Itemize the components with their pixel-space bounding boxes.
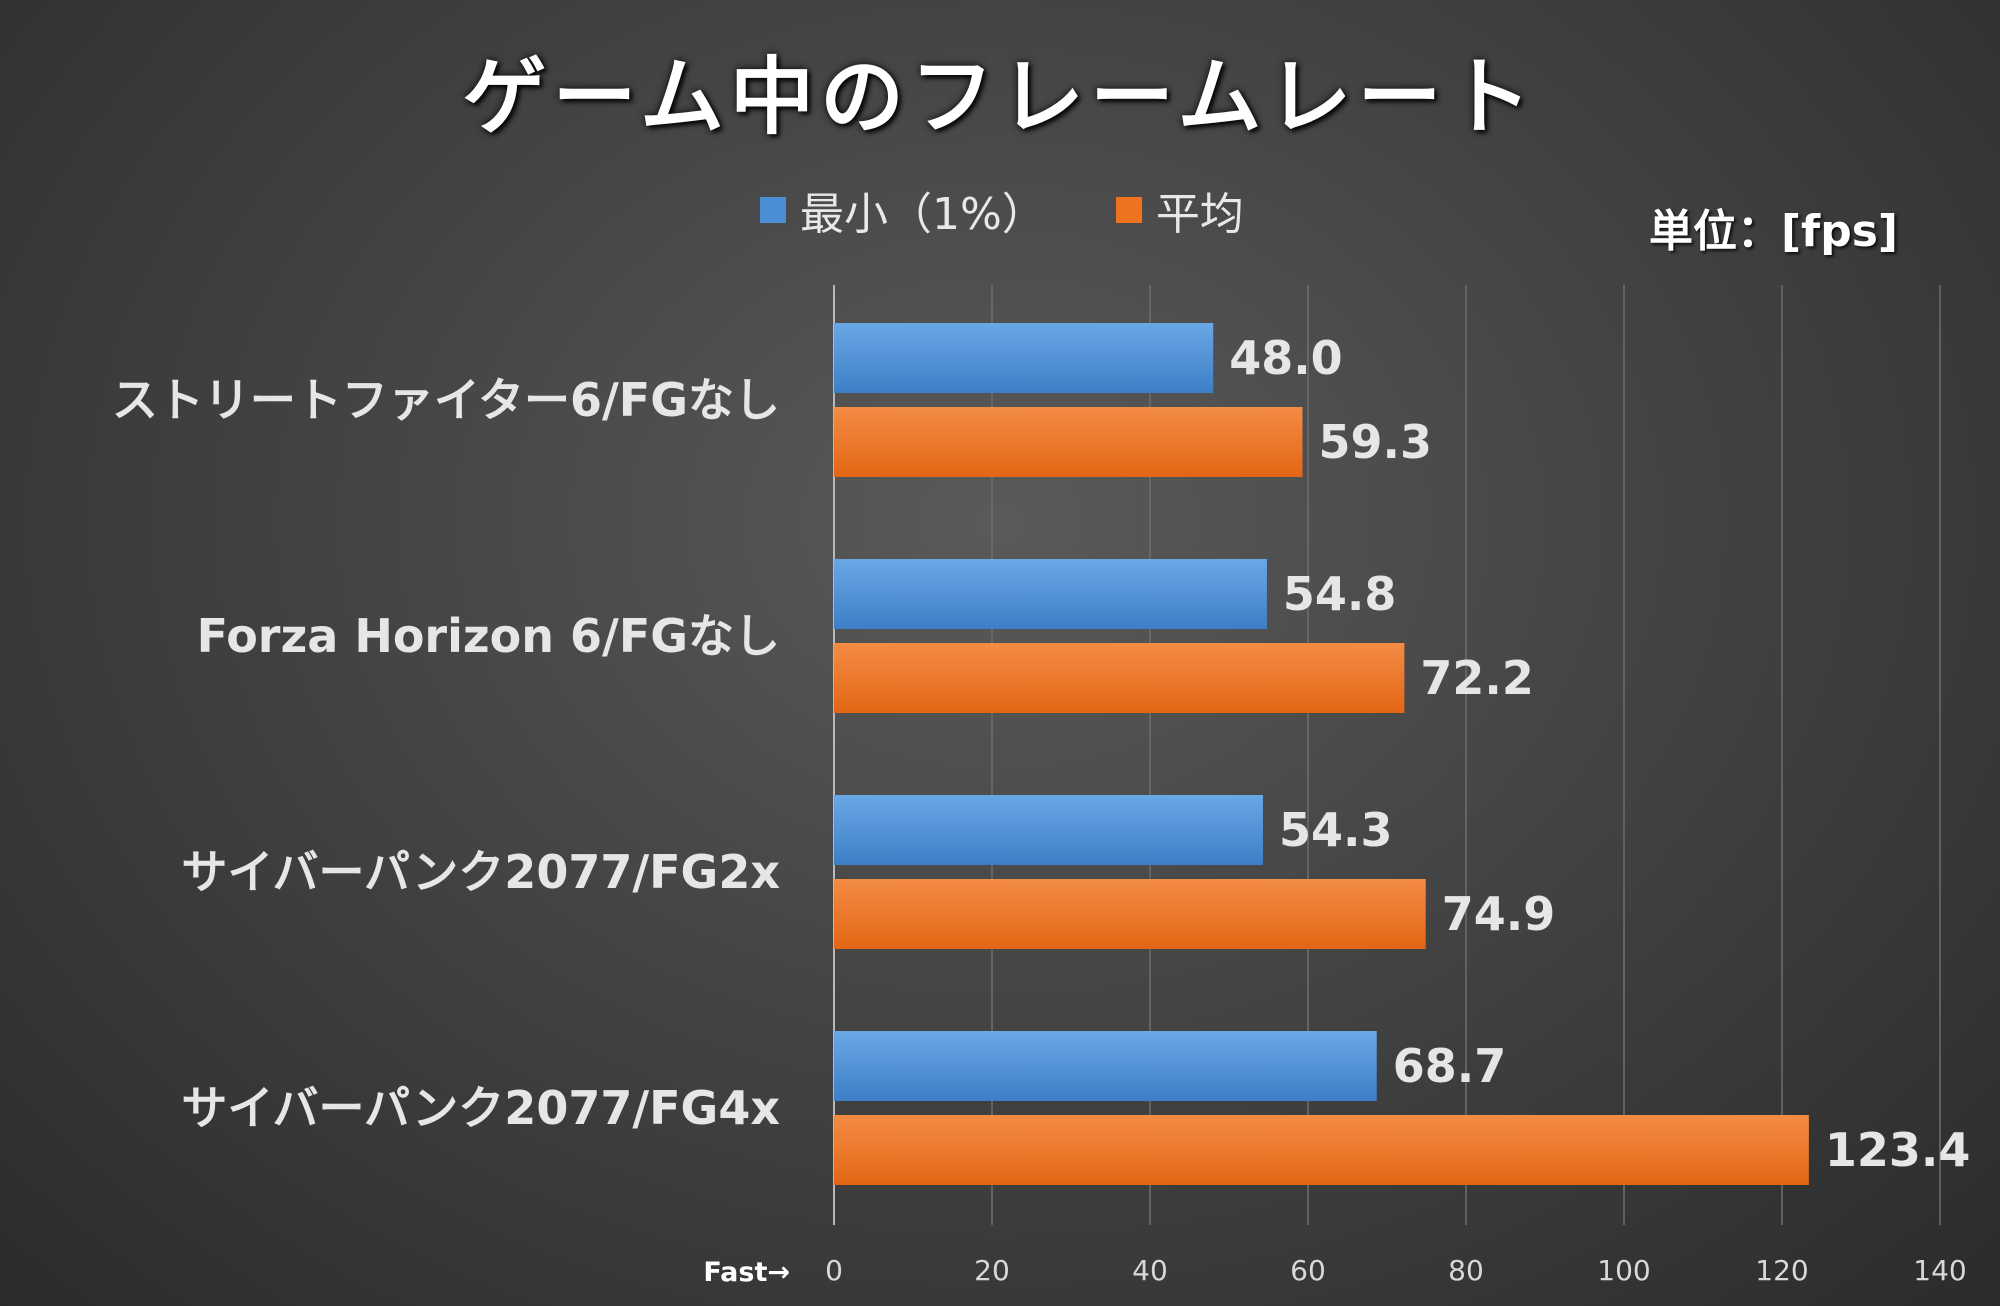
x-tick-label: 0	[825, 1254, 843, 1287]
legend: 最小（1%） 平均	[760, 178, 1244, 242]
legend-label-min: 最小（1%）	[800, 189, 1046, 240]
data-label: 54.3	[1279, 803, 1393, 857]
axis-hint-label: Fast→	[703, 1257, 790, 1288]
data-label: 74.9	[1442, 887, 1556, 941]
legend-entry-min: 最小（1%）	[760, 178, 1046, 242]
chart-title: ゲーム中のフレームレート	[462, 48, 1538, 146]
data-label: 123.4	[1825, 1123, 1971, 1177]
x-tick-label: 120	[1755, 1254, 1808, 1287]
data-label: 59.3	[1318, 415, 1432, 469]
category-label: Forza Horizon 6/FGなし	[197, 609, 780, 663]
x-tick-label: 140	[1913, 1254, 1966, 1287]
x-tick-label: 20	[974, 1254, 1010, 1287]
x-tick-label: 100	[1597, 1254, 1650, 1287]
data-label: 68.7	[1393, 1039, 1507, 1093]
bar-min	[834, 323, 1214, 393]
legend-swatch-avg	[1115, 197, 1142, 223]
data-label: 72.2	[1420, 651, 1534, 705]
category-label: ストリートファイター6/FGなし	[112, 373, 780, 427]
data-label: 48.0	[1229, 331, 1343, 385]
bar-avg	[834, 879, 1426, 949]
category-label: サイバーパンク2077/FG4x	[181, 1081, 780, 1135]
labels: 0 20 40 60 80 100 120 140 Fast→ 48.0 59.3 ストリートファイタ…	[112, 331, 1971, 1288]
data-label: 54.8	[1283, 567, 1397, 621]
bar-min	[834, 559, 1267, 629]
bars	[834, 323, 1809, 1185]
category-label: サイバーパンク2077/FG2x	[181, 845, 780, 899]
bar-avg	[834, 1115, 1809, 1185]
unit-label: 単位：[fps]	[1648, 206, 1898, 257]
x-tick-label: 40	[1132, 1254, 1168, 1287]
legend-entry-avg: 平均	[1115, 178, 1244, 242]
legend-label-avg: 平均	[1155, 189, 1244, 240]
bar-avg	[834, 643, 1405, 713]
x-tick-label: 80	[1448, 1254, 1484, 1287]
bar-avg	[834, 407, 1303, 477]
x-tick-label: 60	[1290, 1254, 1326, 1287]
bar-min	[834, 1031, 1377, 1101]
bar-min	[834, 795, 1263, 865]
legend-swatch-min	[760, 197, 786, 223]
